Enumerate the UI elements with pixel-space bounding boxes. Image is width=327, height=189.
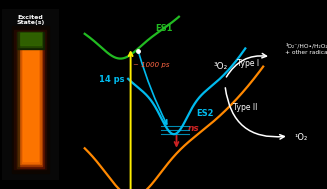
Bar xyxy=(16,32,44,49)
Bar xyxy=(16,32,44,168)
Bar xyxy=(20,33,41,45)
Text: ~ 1000 ps: ~ 1000 ps xyxy=(133,62,169,68)
Bar xyxy=(18,33,42,166)
Bar xyxy=(22,37,39,163)
Text: Ground
State: Ground State xyxy=(17,149,43,160)
Bar xyxy=(14,30,46,169)
Text: 14 ps: 14 ps xyxy=(99,75,124,84)
Bar xyxy=(12,26,49,173)
Text: ³O₂: ³O₂ xyxy=(214,62,228,71)
Text: Excited
State(s): Excited State(s) xyxy=(16,15,44,25)
Bar xyxy=(23,38,38,161)
Text: ¹O₂: ¹O₂ xyxy=(295,133,308,143)
Text: ns: ns xyxy=(188,124,200,133)
Text: Type II: Type II xyxy=(233,103,258,112)
Bar xyxy=(16,32,19,168)
Bar xyxy=(20,35,41,164)
Text: Type I: Type I xyxy=(237,59,259,68)
Text: ³O₂⁻/HO•/H₂O₂
+ other radicals: ³O₂⁻/HO•/H₂O₂ + other radicals xyxy=(285,43,327,55)
Text: ES2: ES2 xyxy=(196,109,213,118)
Bar xyxy=(18,32,42,47)
Text: ES1: ES1 xyxy=(155,24,173,33)
